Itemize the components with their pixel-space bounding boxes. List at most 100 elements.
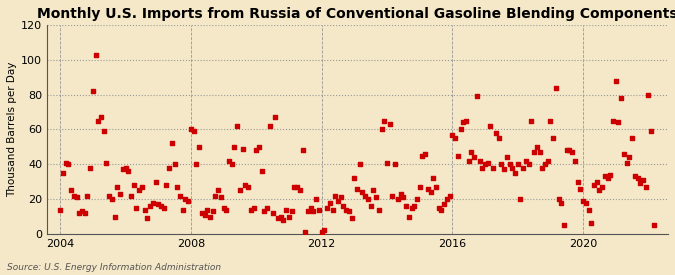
Point xyxy=(425,190,436,194)
Point xyxy=(107,197,117,201)
Point xyxy=(591,180,602,184)
Point xyxy=(65,188,76,192)
Point xyxy=(477,166,488,170)
Point xyxy=(635,181,646,186)
Point xyxy=(68,193,79,198)
Point xyxy=(638,178,649,182)
Point xyxy=(96,115,107,119)
Point xyxy=(485,124,496,128)
Point xyxy=(191,162,202,166)
Point xyxy=(409,204,420,208)
Point xyxy=(341,207,352,212)
Point xyxy=(586,221,597,226)
Point xyxy=(629,174,640,179)
Point xyxy=(357,190,368,194)
Point xyxy=(599,174,610,179)
Point xyxy=(354,162,365,166)
Point xyxy=(398,195,409,200)
Point xyxy=(460,119,471,123)
Point xyxy=(529,150,539,154)
Point xyxy=(491,131,502,135)
Point xyxy=(232,124,242,128)
Point xyxy=(226,162,237,166)
Point xyxy=(199,213,210,217)
Point xyxy=(458,120,468,125)
Text: Source: U.S. Energy Information Administration: Source: U.S. Energy Information Administ… xyxy=(7,263,221,272)
Point xyxy=(531,145,542,149)
Point xyxy=(344,209,354,213)
Point xyxy=(556,200,567,205)
Point xyxy=(99,129,109,133)
Point xyxy=(221,207,232,212)
Point xyxy=(502,155,512,160)
Point xyxy=(447,133,458,137)
Point xyxy=(417,153,428,158)
Point xyxy=(248,206,259,210)
Point xyxy=(172,185,183,189)
Point xyxy=(547,136,558,140)
Point xyxy=(570,159,580,163)
Point xyxy=(414,185,425,189)
Point xyxy=(396,192,406,196)
Point xyxy=(297,148,308,153)
Point xyxy=(267,211,278,215)
Point xyxy=(281,207,292,212)
Point xyxy=(643,92,654,97)
Point xyxy=(169,162,180,166)
Point xyxy=(534,150,545,154)
Point xyxy=(616,96,626,100)
Point xyxy=(504,162,515,166)
Point xyxy=(520,159,531,163)
Point xyxy=(205,214,215,219)
Point xyxy=(439,202,450,207)
Point xyxy=(510,171,520,175)
Point xyxy=(305,206,316,210)
Point xyxy=(55,207,65,212)
Point xyxy=(286,209,297,213)
Point xyxy=(150,180,161,184)
Point xyxy=(213,188,223,192)
Point xyxy=(575,186,586,191)
Point xyxy=(175,193,186,198)
Point xyxy=(488,166,499,170)
Point xyxy=(126,193,136,198)
Point xyxy=(251,148,262,153)
Point xyxy=(237,146,248,151)
Point xyxy=(270,115,281,119)
Point xyxy=(180,197,191,201)
Point xyxy=(183,199,194,203)
Point xyxy=(392,197,403,201)
Point xyxy=(338,204,349,208)
Point xyxy=(202,207,213,212)
Point xyxy=(542,159,553,163)
Point xyxy=(158,206,169,210)
Point xyxy=(85,166,96,170)
Point xyxy=(373,207,384,212)
Point xyxy=(455,127,466,132)
Point xyxy=(93,119,104,123)
Point xyxy=(210,193,221,198)
Point xyxy=(376,127,387,132)
Point xyxy=(240,183,251,187)
Point xyxy=(641,185,651,189)
Point xyxy=(539,162,550,166)
Point xyxy=(589,183,599,187)
Point xyxy=(649,223,659,227)
Point xyxy=(207,209,218,213)
Point xyxy=(319,228,330,233)
Point xyxy=(507,166,518,170)
Point xyxy=(578,199,589,203)
Point xyxy=(362,197,373,201)
Point xyxy=(441,197,452,201)
Point xyxy=(294,188,305,192)
Point xyxy=(284,214,294,219)
Point xyxy=(186,127,196,132)
Point xyxy=(90,52,101,57)
Point xyxy=(123,169,134,174)
Point xyxy=(466,150,477,154)
Point xyxy=(493,136,504,140)
Point xyxy=(128,183,139,187)
Point xyxy=(262,206,273,210)
Point xyxy=(387,193,398,198)
Point xyxy=(316,230,327,234)
